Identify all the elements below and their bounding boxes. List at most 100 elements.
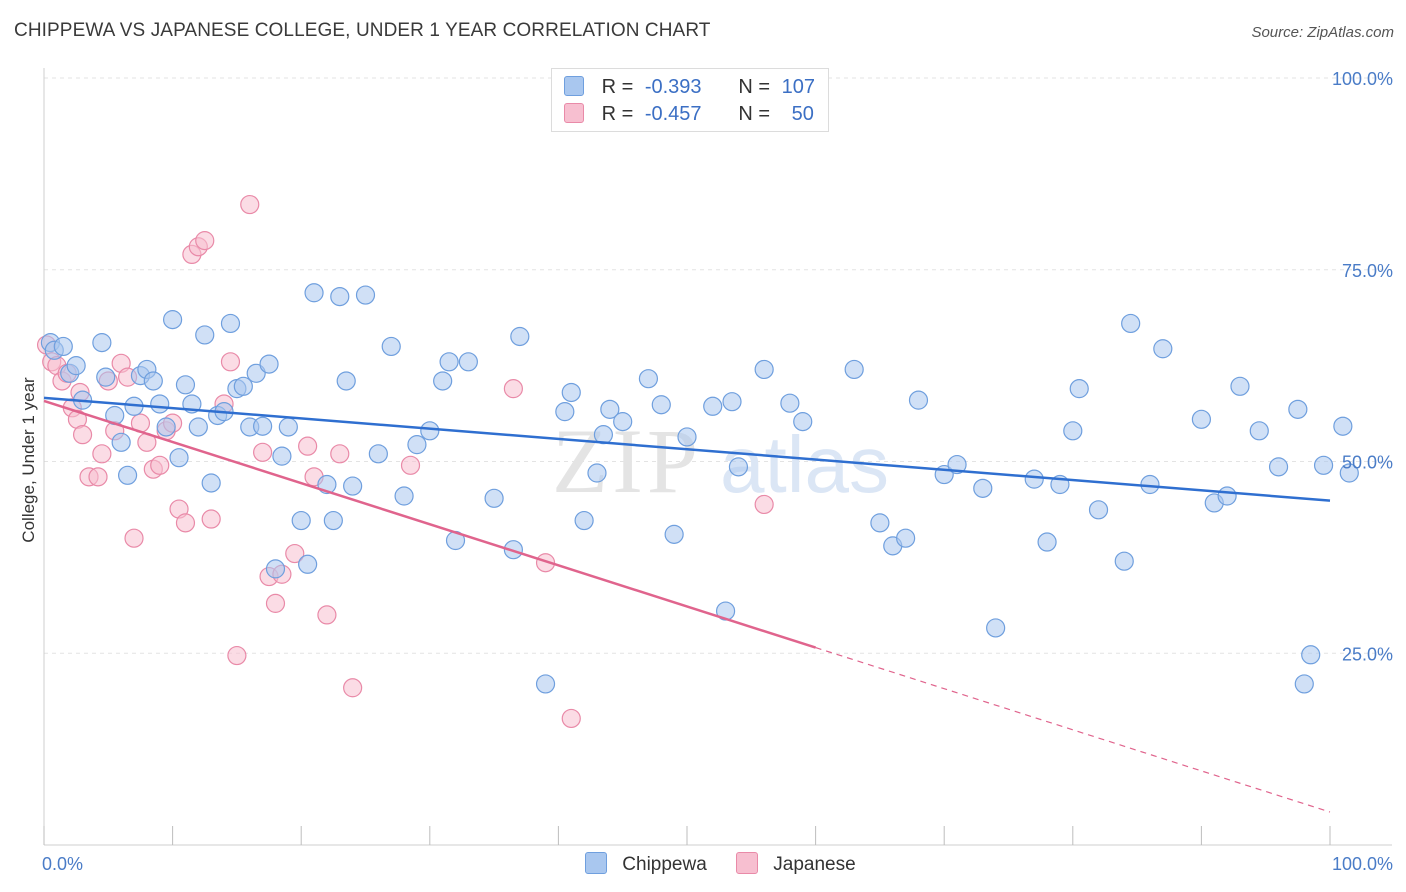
chippewa-point [664,524,684,544]
japanese-point [343,678,363,698]
chippewa-point [188,417,208,437]
japanese-point [175,513,196,533]
chippewa-point [272,446,292,466]
trend-line-japanese [43,399,816,649]
chippewa-point [298,554,318,574]
chippewa-point [291,510,311,531]
chippewa-point [793,412,813,432]
chippewa-point [1333,416,1353,436]
chippewa-point [92,333,112,353]
chippewa-point [1288,399,1308,419]
chippewa-point [587,463,607,483]
japanese-point [227,645,247,666]
legend-n-value: 107 [781,76,815,98]
japanese-point [253,442,273,462]
chippewa-point [1191,409,1212,429]
chart-source: Source: ZipAtlas.com [1251,24,1394,41]
japanese-point [195,231,215,251]
y-axis-label: College, Under 1 year [19,377,38,543]
y-tick-label: 100.0% [1332,69,1393,89]
chippewa-point [561,382,581,403]
trend-lines [43,396,1331,813]
chippewa-point [1037,532,1057,552]
chippewa-point [510,326,530,347]
japanese-point [503,379,523,399]
chippewa-point [1339,463,1359,483]
x-tick-left: 0.0% [42,854,83,874]
chippewa-point [574,510,594,531]
japanese-point [754,494,774,515]
chippewa-point [973,478,993,498]
chippewa-point [175,375,196,395]
chippewa-point [150,394,170,414]
japanese-point [561,708,581,729]
chippewa-point [754,359,774,380]
chippewa-point [908,390,929,410]
chippewa-point [233,376,253,396]
bottom-legend-label-japanese: Japanese [773,854,856,875]
chippewa-point [1217,486,1237,506]
trend-line-japanese-extension [815,647,1331,813]
chippewa-point [96,367,116,387]
japanese-point [240,194,260,215]
bottom-legend-swatch-japanese [736,852,758,874]
legend-r-label: R = [601,103,634,125]
chippewa-point [304,283,324,303]
x-tick-right: 100.0% [1332,854,1393,874]
chippewa-point [484,488,504,508]
chippewa-point [253,416,273,436]
chippewa-point [780,393,800,413]
chippewa-point [343,476,363,496]
japanese-point [298,436,318,456]
chippewa-point [1153,339,1173,359]
chippewa-point [66,356,86,376]
chippewa-point [1024,469,1044,489]
chippewa-point [844,359,864,380]
chippewa-point [394,486,414,506]
chippewa-point [638,369,659,389]
chippewa-point [259,354,279,374]
chippewa-point [1121,313,1141,334]
chippewa-point [433,371,453,391]
legend-row-japanese: R = -0.457 N = 50 [564,103,814,127]
chippewa-point [156,417,176,437]
axes [43,68,1392,846]
chippewa-point [220,313,241,334]
legend-r-label: R = [601,76,634,98]
chippewa-point [1268,457,1289,477]
chippewa-point [368,444,388,464]
japanese-point [72,425,93,445]
chippewa-point [163,310,183,330]
grid-lines [44,77,1392,654]
chippewa-point [1230,376,1250,396]
y-tick-labels: 25.0% 50.0% 75.0% 100.0% [1332,69,1393,664]
chippewa-point [323,510,343,531]
chippewa-point [1313,455,1334,475]
chippewa-point [330,286,350,307]
watermark-atlas: atlas [720,420,889,509]
japanese-point [150,455,170,475]
chippewa-point [535,674,556,694]
chippewa-point [677,427,697,447]
legend-swatch-chippewa [564,76,584,96]
y-tick-label: 50.0% [1342,453,1393,473]
chippewa-point [870,513,890,533]
chippewa-point [1249,421,1269,441]
japanese-point [201,509,221,529]
chippewa-point [728,457,749,477]
chippewa-point [1294,674,1314,694]
trend-line-chippewa [43,396,1331,502]
japanese-point [317,605,337,625]
y-tick-label: 75.0% [1342,261,1393,281]
chippewa-point [439,352,459,372]
legend-n-label: N = [738,76,771,98]
legend-row-chippewa: R = -0.393 N = 107 [564,76,815,100]
japanese-point [220,352,241,372]
chippewa-point [1088,500,1109,520]
chippewa-point [278,417,298,437]
japanese-point [92,444,112,464]
japanese-point [265,593,286,613]
chippewa-point [195,325,215,345]
bottom-legend-japanese: Japanese [736,852,856,876]
